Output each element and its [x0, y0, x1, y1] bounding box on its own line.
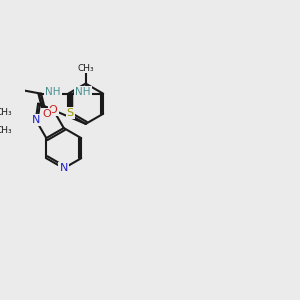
- Text: CH₃: CH₃: [0, 108, 13, 117]
- Text: O: O: [42, 109, 51, 119]
- Text: N: N: [32, 115, 40, 125]
- Text: NH: NH: [75, 87, 91, 97]
- Text: N: N: [60, 163, 68, 173]
- Text: CH₃: CH₃: [77, 64, 94, 73]
- Text: S: S: [67, 108, 74, 118]
- Text: NH: NH: [45, 87, 61, 97]
- Text: CH₃: CH₃: [0, 126, 13, 135]
- Text: O: O: [49, 105, 58, 115]
